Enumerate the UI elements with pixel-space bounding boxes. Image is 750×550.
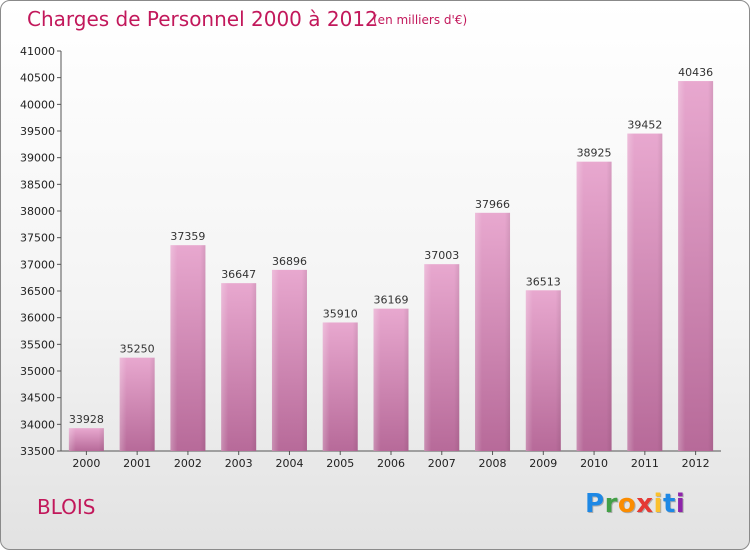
y-tick-label: 33500 [20,445,55,458]
x-tick-label: 2005 [326,457,354,470]
y-tick-label: 34000 [20,418,55,431]
y-tick-label: 38000 [20,205,55,218]
x-tick-label: 2006 [377,457,405,470]
bar-value-label: 36169 [374,294,409,307]
bar-value-label: 37359 [170,230,205,243]
y-tick-label: 41000 [20,45,55,58]
bar-value-label: 38925 [577,147,612,160]
x-tick-label: 2009 [529,457,557,470]
bar-value-label: 37003 [424,249,459,262]
bar-value-label: 36896 [272,255,307,268]
bar-shade-2003 [221,283,257,451]
city-name: BLOIS [37,495,96,519]
bar-shade-2001 [119,357,155,451]
bar-value-label: 36513 [526,275,561,288]
y-tick-label: 39500 [20,125,55,138]
bar-shade-2008 [475,212,511,451]
bar-shade-2004 [271,269,307,451]
x-tick-label: 2004 [275,457,303,470]
x-tick-label: 2008 [479,457,507,470]
bar-shade-2011 [627,133,663,451]
y-tick-label: 37000 [20,258,55,271]
y-tick-label: 35500 [20,338,55,351]
x-tick-label: 2007 [428,457,456,470]
x-tick-label: 2003 [225,457,253,470]
y-tick-label: 37500 [20,232,55,245]
bar-shade-2009 [525,290,561,451]
bar-value-label: 35250 [120,343,155,356]
chart-title: Charges de Personnel 2000 à 2012 [27,7,378,31]
y-tick-label: 36000 [20,312,55,325]
y-tick-label: 34500 [20,392,55,405]
x-tick-label: 2000 [72,457,100,470]
x-tick-label: 2002 [174,457,202,470]
bar-shade-2002 [170,245,206,451]
bar-value-label: 33928 [69,413,104,426]
x-tick-label: 2010 [580,457,608,470]
y-tick-label: 40500 [20,72,55,85]
bar-value-label: 35910 [323,307,358,320]
y-tick-label: 38500 [20,178,55,191]
y-tick-label: 39000 [20,152,55,165]
bar-shade-2010 [576,161,612,451]
x-tick-label: 2012 [682,457,710,470]
bar-shade-2006 [373,308,409,451]
x-tick-label: 2011 [631,457,659,470]
y-tick-label: 40000 [20,98,55,111]
y-tick-label: 36500 [20,285,55,298]
bar-value-label: 36647 [221,268,256,281]
bar-shade-2000 [68,428,104,451]
bar-shade-2005 [322,322,358,451]
bar-shade-2007 [424,264,460,451]
chart-subtitle: (en milliers d'€) [373,13,468,27]
bar-value-label: 39452 [627,119,662,132]
y-tick-label: 35000 [20,365,55,378]
x-tick-label: 2001 [123,457,151,470]
proxiti-logo: Proxiti [585,489,686,519]
bar-shade-2012 [678,81,714,451]
bar-value-label: 37966 [475,198,510,211]
bar-value-label: 40436 [678,66,713,79]
